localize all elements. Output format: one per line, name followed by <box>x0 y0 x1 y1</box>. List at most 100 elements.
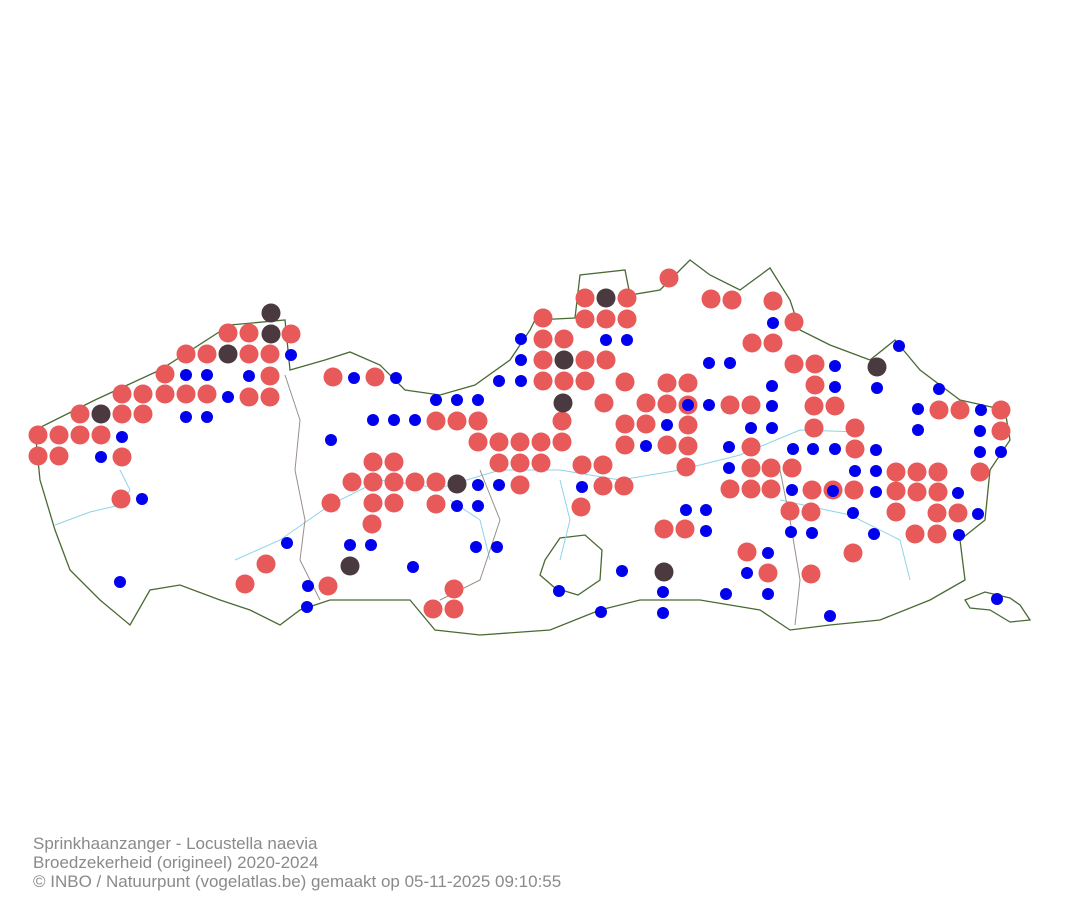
probable-dot <box>805 375 825 395</box>
probable-dot <box>825 396 845 416</box>
map <box>28 259 1032 636</box>
probable-dot <box>363 452 383 472</box>
probable-dot <box>218 323 238 343</box>
possible-dot <box>451 394 463 406</box>
possible-dot <box>807 443 819 455</box>
probable-dot <box>678 373 698 393</box>
probable-dot <box>741 395 761 415</box>
possible-dot <box>741 567 753 579</box>
probable-dot <box>197 344 217 364</box>
probable-dot <box>235 574 255 594</box>
possible-dot <box>682 399 694 411</box>
possible-dot <box>576 481 588 493</box>
possible-dot <box>767 317 779 329</box>
confirmed-dot <box>867 357 887 377</box>
possible-dot <box>657 607 669 619</box>
probable-dot <box>572 455 592 475</box>
probable-dot <box>384 493 404 513</box>
possible-dot <box>515 333 527 345</box>
probable-dot <box>239 344 259 364</box>
probable-dot <box>784 312 804 332</box>
probable-dot <box>112 404 132 424</box>
probable-dot <box>801 564 821 584</box>
probable-dot <box>239 387 259 407</box>
possible-dot <box>824 610 836 622</box>
possible-dot <box>302 580 314 592</box>
possible-dot <box>661 419 673 431</box>
probable-dot <box>596 350 616 370</box>
caption-line: © INBO / Natuurpunt (vogelatlas.be) gema… <box>33 872 562 891</box>
probable-dot <box>489 432 509 452</box>
possible-dot <box>933 383 945 395</box>
possible-dot <box>180 411 192 423</box>
confirmed-dot <box>654 562 674 582</box>
probable-dot <box>28 446 48 466</box>
probable-dot <box>615 435 635 455</box>
caption-line: Sprinkhaanzanger - Locustella naevia <box>33 834 318 853</box>
probable-dot <box>991 421 1011 441</box>
probable-dot <box>323 367 343 387</box>
possible-dot <box>390 372 402 384</box>
possible-dot <box>972 508 984 520</box>
possible-dot <box>430 394 442 406</box>
possible-dot <box>285 349 297 361</box>
possible-dot <box>723 462 735 474</box>
probable-dot <box>571 497 591 517</box>
probable-dot <box>845 439 865 459</box>
possible-dot <box>595 606 607 618</box>
probable-dot <box>49 425 69 445</box>
probable-dot <box>239 323 259 343</box>
probable-dot <box>741 479 761 499</box>
probable-dot <box>531 453 551 473</box>
probable-dot <box>444 579 464 599</box>
possible-dot <box>991 593 1003 605</box>
probable-dot <box>155 384 175 404</box>
possible-dot <box>222 391 234 403</box>
caption: Sprinkhaanzanger - Locustella naevia Bro… <box>33 834 561 891</box>
probable-dot <box>112 447 132 467</box>
probable-dot <box>318 576 338 596</box>
possible-dot <box>451 500 463 512</box>
possible-dot <box>470 541 482 553</box>
possible-dot <box>724 357 736 369</box>
probable-dot <box>260 387 280 407</box>
province-border <box>284 374 801 626</box>
possible-dot <box>847 507 859 519</box>
probable-dot <box>594 393 614 413</box>
probable-dot <box>155 364 175 384</box>
confirmed-dot <box>340 556 360 576</box>
probable-dot <box>742 333 762 353</box>
possible-dot <box>829 360 841 372</box>
possible-dot <box>786 484 798 496</box>
probable-dot <box>384 452 404 472</box>
possible-dot <box>657 586 669 598</box>
probable-dot <box>554 371 574 391</box>
caption-line: Broedzekerheid (origineel) 2020-2024 <box>33 853 319 872</box>
possible-dot <box>871 382 883 394</box>
possible-dot <box>720 588 732 600</box>
probable-dot <box>701 289 721 309</box>
possible-dot <box>553 585 565 597</box>
probable-dot <box>763 291 783 311</box>
probable-dot <box>843 543 863 563</box>
probable-dot <box>575 371 595 391</box>
possible-dot <box>367 414 379 426</box>
possible-dot <box>515 354 527 366</box>
probable-dot <box>657 435 677 455</box>
probable-dot <box>444 599 464 619</box>
confirmed-dot <box>261 324 281 344</box>
probable-dot <box>782 458 802 478</box>
possible-dot <box>893 340 905 352</box>
confirmed-dot <box>218 344 238 364</box>
possible-dot <box>745 422 757 434</box>
probable-dot <box>720 479 740 499</box>
probable-dot <box>447 411 467 431</box>
probable-dot <box>260 344 280 364</box>
probable-dot <box>197 384 217 404</box>
possible-dot <box>472 394 484 406</box>
probable-dot <box>928 462 948 482</box>
probable-dot <box>176 344 196 364</box>
possible-dot <box>868 528 880 540</box>
possible-dot <box>953 529 965 541</box>
